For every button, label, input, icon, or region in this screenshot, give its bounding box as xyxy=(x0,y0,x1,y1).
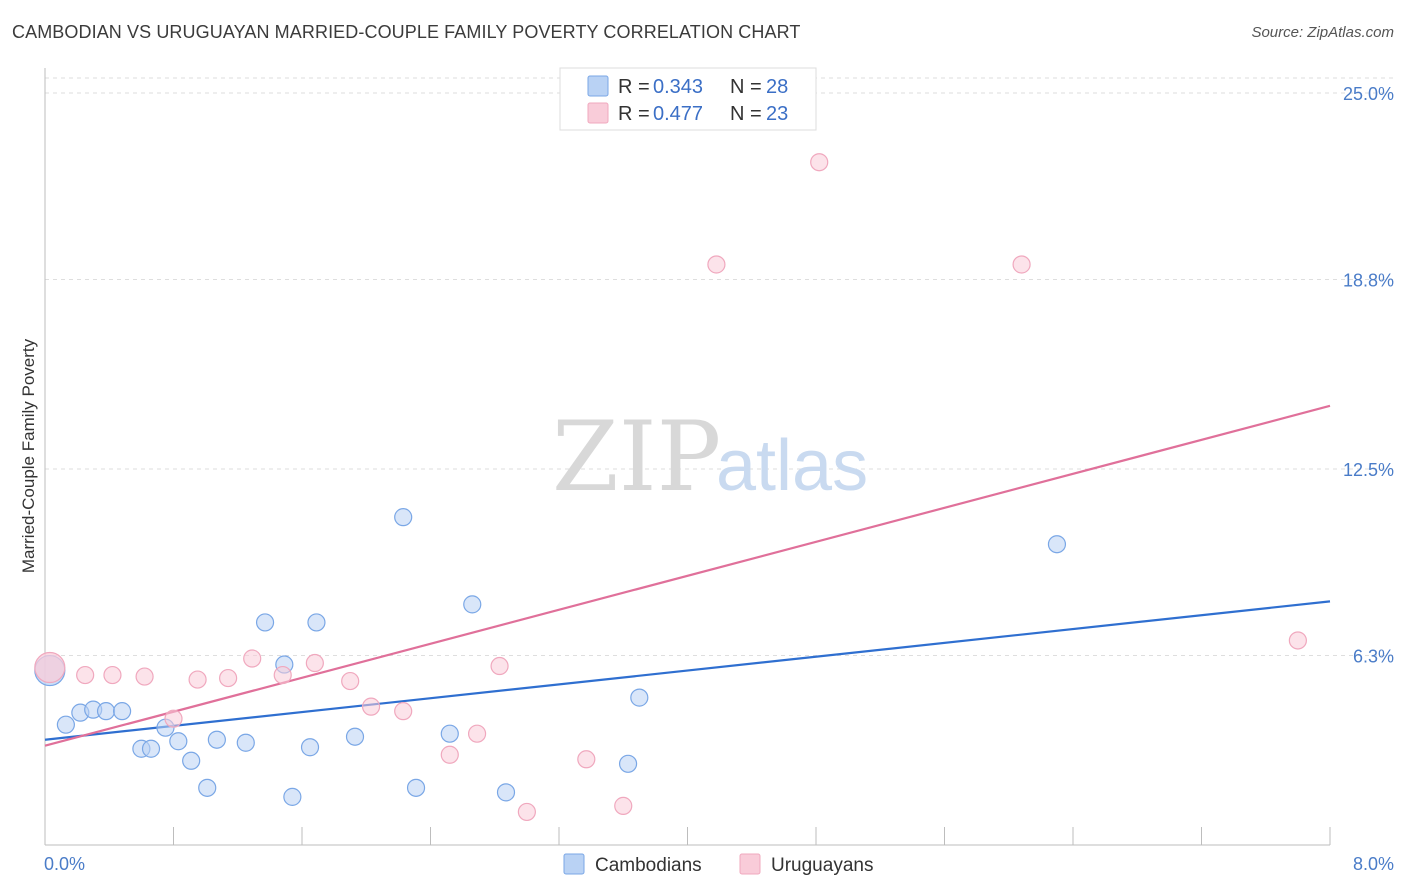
data-point-uruguayans xyxy=(517,802,536,822)
data-point-uruguayans xyxy=(614,796,633,815)
data-point-cambodians xyxy=(1047,535,1067,554)
watermark-atlas: atlas xyxy=(716,426,868,506)
y-axis-label: Married-Couple Family Poverty xyxy=(19,338,38,573)
data-point-cambodians xyxy=(307,613,326,632)
data-point-cambodians xyxy=(463,595,482,614)
data-point-uruguayans xyxy=(219,668,238,688)
y-tick-label: 25.0% xyxy=(1343,84,1394,104)
data-point-uruguayans xyxy=(34,651,66,684)
legend-swatch-cambodians xyxy=(587,75,609,97)
series-legend-swatch-cambodians xyxy=(563,853,585,875)
data-point-cambodians xyxy=(406,778,426,797)
series-legend: Cambodians Uruguayans xyxy=(563,853,873,876)
data-point-cambodians xyxy=(198,778,217,797)
legend-n-label-cambodians: N = xyxy=(730,76,762,98)
y-tick-label: 12.5% xyxy=(1343,460,1394,480)
data-point-uruguayans xyxy=(135,667,154,686)
data-point-cambodians xyxy=(300,738,320,757)
data-point-uruguayans xyxy=(341,671,360,691)
data-point-uruguayans xyxy=(103,665,122,685)
watermark: ZIP atlas xyxy=(552,401,868,513)
data-point-uruguayans xyxy=(810,153,829,172)
data-point-cambodians xyxy=(394,508,413,527)
data-point-cambodians xyxy=(207,730,226,749)
data-point-cambodians xyxy=(496,783,516,802)
data-point-uruguayans xyxy=(577,750,596,769)
series-legend-swatch-uruguayans xyxy=(739,853,761,875)
data-point-cambodians xyxy=(255,613,275,632)
chart-title: CAMBODIAN VS URUGUAYAN MARRIED-COUPLE FA… xyxy=(12,22,801,42)
data-point-uruguayans xyxy=(361,697,381,716)
legend-r-value-cambodians: 0.343 xyxy=(653,76,703,98)
data-point-cambodians xyxy=(283,787,302,806)
data-point-cambodians xyxy=(112,702,132,721)
legend-r-label-cambodians: R = xyxy=(618,76,650,98)
trend-line-uruguayans xyxy=(44,404,1331,747)
data-point-uruguayans xyxy=(707,255,726,274)
trend-line-cambodians xyxy=(44,600,1331,741)
x-tick-label-max: 8.0% xyxy=(1353,854,1394,874)
data-point-uruguayans xyxy=(490,656,509,676)
y-tick-label: 18.8% xyxy=(1343,271,1394,291)
data-point-cambodians xyxy=(440,724,459,743)
data-point-cambodians xyxy=(182,751,201,770)
data-point-uruguayans xyxy=(305,653,324,673)
y-tick-label: 6.3% xyxy=(1353,647,1394,667)
legend-n-value-uruguayans: 23 xyxy=(766,103,788,125)
data-point-uruguayans xyxy=(188,670,207,689)
data-point-cambodians xyxy=(141,739,161,758)
data-point-uruguayans xyxy=(1288,631,1307,650)
legend-swatch-uruguayans xyxy=(587,102,609,124)
data-point-cambodians xyxy=(630,688,649,707)
data-point-cambodians xyxy=(56,715,75,734)
data-point-uruguayans xyxy=(440,745,459,764)
data-point-uruguayans xyxy=(273,665,292,685)
data-point-uruguayans xyxy=(394,702,413,721)
correlation-legend: R = 0.343 N = 28 R = 0.477 N = 23 xyxy=(559,67,817,131)
gridlines xyxy=(45,77,1394,657)
legend-n-value-cambodians: 28 xyxy=(766,76,788,98)
legend-r-value-uruguayans: 0.477 xyxy=(653,103,703,125)
series-legend-label-cambodians: Cambodians xyxy=(595,855,702,876)
series-legend-label-uruguayans: Uruguayans xyxy=(771,855,873,876)
trend-lines xyxy=(44,404,1331,747)
data-point-uruguayans xyxy=(243,649,262,668)
x-tick-label-min: 0.0% xyxy=(44,854,85,874)
source-credit: Source: ZipAtlas.com xyxy=(1251,24,1394,41)
data-point-cambodians xyxy=(236,733,255,752)
legend-r-label-uruguayans: R = xyxy=(618,103,650,125)
data-point-uruguayans xyxy=(467,724,487,743)
axes xyxy=(44,68,1331,846)
watermark-zip: ZIP xyxy=(552,401,721,513)
data-point-cambodians xyxy=(169,732,188,751)
data-point-uruguayans xyxy=(1012,255,1031,274)
data-point-cambodians xyxy=(618,754,638,773)
y-tick-labels: 25.0% 18.8% 12.5% 6.3% xyxy=(1343,84,1394,666)
data-point-uruguayans xyxy=(164,709,183,728)
data-point-uruguayans xyxy=(76,665,95,685)
data-point-cambodians xyxy=(345,727,365,746)
data-point-cambodians xyxy=(96,702,116,721)
legend-n-label-uruguayans: N = xyxy=(730,103,762,125)
data-points xyxy=(34,153,1307,822)
